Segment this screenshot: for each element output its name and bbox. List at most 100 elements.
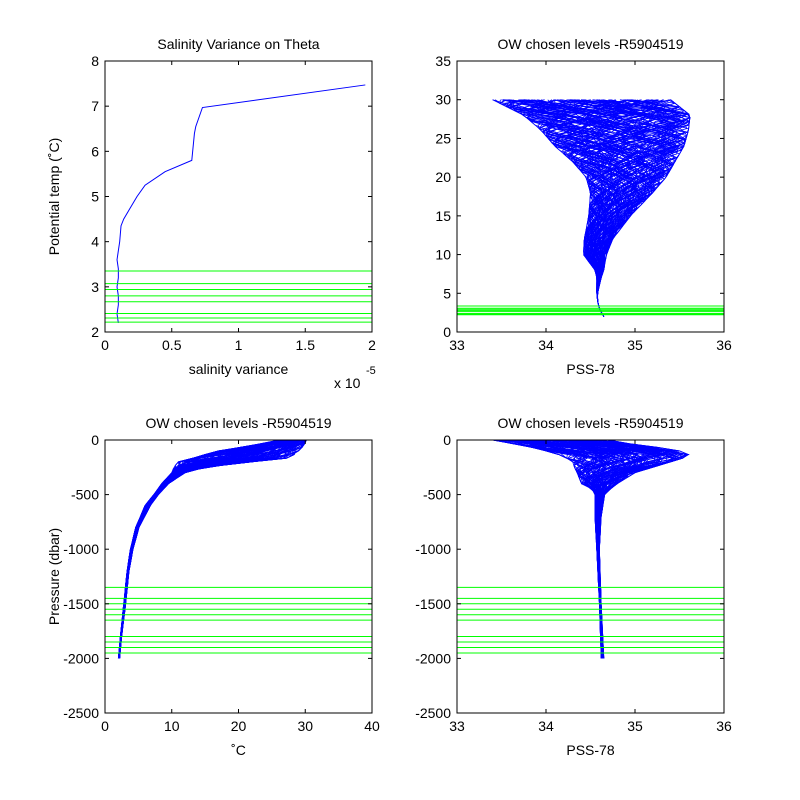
y-tick-label: 0 [443, 432, 451, 448]
y-tick-label: -500 [71, 487, 99, 503]
profile-line [118, 440, 282, 659]
profile-line [118, 440, 284, 659]
subplot-4: 33 34 35 36 0 -500 -1000 -1500 -2000 -2500 OW chos… [415, 415, 732, 758]
y-tick-label: 3 [91, 279, 99, 295]
profile-line [118, 440, 287, 659]
x-tick-label: 1 [235, 337, 243, 353]
profile-line [118, 440, 299, 659]
series-line [116, 84, 366, 324]
y-tick-label: -2500 [63, 705, 99, 721]
x-tick-label: 10 [164, 718, 180, 734]
profile-line [118, 440, 279, 659]
profile-lines [117, 440, 307, 659]
profile-line [118, 440, 283, 659]
profile-line [118, 440, 290, 659]
profile-line [119, 440, 307, 659]
x-multiplier-exponent: -5 [366, 365, 376, 377]
y-tick-label: -2000 [63, 650, 99, 666]
profile-line [118, 440, 290, 659]
profile-line [118, 440, 295, 659]
profile-line [118, 440, 284, 659]
profile-line [118, 440, 289, 659]
y-axis-label: Potential temp (˚C) [46, 138, 62, 255]
profile-line [119, 440, 304, 659]
profile-line [118, 440, 285, 659]
y-tick-label: 30 [435, 92, 451, 108]
profile-line [118, 440, 289, 659]
profile-line [118, 440, 289, 659]
profile-line [118, 440, 297, 659]
profile-line [117, 440, 285, 659]
profile-line [118, 440, 293, 659]
profile-line [118, 440, 298, 659]
profile-line [118, 440, 285, 659]
profile-line [118, 440, 285, 659]
profile-line [118, 440, 282, 659]
profile-line [118, 440, 281, 659]
profile-line [118, 440, 282, 659]
x-axis-label: salinity variance [189, 361, 289, 377]
profile-line [522, 440, 602, 659]
y-tick-label: 0 [91, 432, 99, 448]
profile-line [117, 440, 286, 659]
profile-line [118, 440, 305, 659]
profile-line [118, 440, 298, 659]
profile-line [118, 440, 279, 659]
profile-line [118, 440, 285, 659]
profile-line [119, 440, 307, 659]
subplot-3: 0 10 20 30 40 0 -500 -1000 -1500 -2000 -2500 OW cho… [46, 415, 380, 758]
profile-line [119, 440, 306, 659]
x-tick-label: 34 [538, 337, 554, 353]
profile-line [118, 440, 305, 659]
x-tick-label: 40 [364, 718, 380, 734]
y-tick-label: 7 [91, 98, 99, 114]
profile-line [119, 440, 304, 659]
profile-line [119, 440, 307, 659]
profile-line [117, 440, 283, 659]
profile-line [119, 440, 307, 659]
profile-line [118, 440, 299, 659]
chart-title: OW chosen levels -R5904519 [498, 36, 684, 52]
x-tick-label: 30 [297, 718, 313, 734]
chart-title: OW chosen levels -R5904519 [498, 415, 684, 431]
profile-line [119, 440, 307, 659]
profile-line [118, 440, 285, 659]
profile-line [118, 440, 288, 659]
y-tick-label: 20 [435, 169, 451, 185]
profile-line [119, 440, 307, 659]
profile-line [119, 440, 298, 659]
profile-line [118, 440, 290, 659]
x-tick-label: 0.5 [162, 337, 182, 353]
profile-line [118, 440, 298, 659]
y-tick-label: 25 [435, 130, 451, 146]
profile-line [118, 440, 293, 659]
profile-line [118, 440, 290, 659]
profile-lines [492, 440, 690, 659]
profile-line [119, 440, 307, 659]
profile-line [118, 440, 300, 659]
plot-area [105, 440, 372, 659]
profile-line [118, 440, 294, 659]
plot-area [105, 84, 372, 324]
profile-line [118, 440, 297, 659]
profile-line [118, 440, 283, 659]
y-tick-label: 6 [91, 143, 99, 159]
axes-box [456, 439, 725, 714]
x-tick-label: 33 [449, 718, 465, 734]
chosen-levels [457, 305, 724, 316]
profile-line [118, 440, 302, 659]
profile-line [118, 440, 295, 659]
y-tick-label: -2500 [415, 705, 451, 721]
axes-box [104, 60, 373, 333]
x-tick-label: 36 [716, 718, 732, 734]
profile-line [118, 440, 300, 659]
profile-line [118, 440, 282, 659]
profile-line [119, 440, 301, 659]
y-tick-label: -1500 [415, 596, 451, 612]
profile-line [119, 440, 304, 659]
profile-line [117, 440, 283, 659]
profile-line [118, 440, 289, 659]
profile-line [593, 440, 690, 659]
plot-area [457, 99, 724, 317]
profile-line [118, 440, 287, 659]
